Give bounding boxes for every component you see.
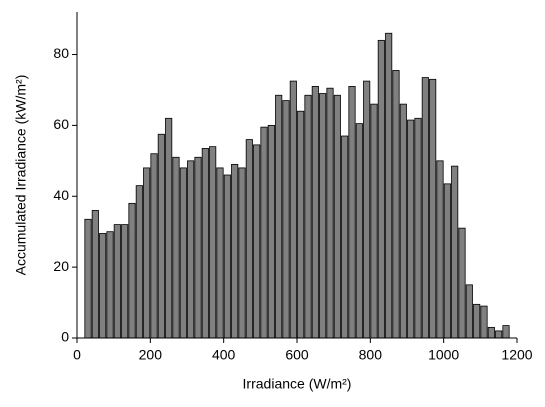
bar (216, 167, 224, 339)
bar (267, 124, 275, 339)
bar (150, 153, 158, 339)
bar (458, 227, 466, 339)
bar (487, 326, 495, 339)
bar (407, 119, 415, 339)
bar (429, 78, 437, 339)
y-axis-label: Accumulated Irradiance (kW/m²) (13, 75, 29, 276)
bar (392, 70, 400, 339)
bar (421, 77, 429, 339)
x-tick-label: 1200 (501, 347, 532, 363)
bar (326, 87, 334, 339)
bar (385, 32, 393, 339)
x-tick-label: 1000 (428, 347, 459, 363)
bar (194, 156, 202, 339)
bar (201, 148, 209, 339)
bar (465, 284, 473, 339)
x-tick-label: 200 (139, 347, 163, 363)
bar (231, 163, 239, 339)
bar (179, 167, 187, 339)
x-tick-label: 400 (212, 347, 236, 363)
bar (355, 123, 363, 339)
bar (91, 210, 99, 339)
bar (282, 100, 290, 339)
bar (165, 117, 173, 339)
bar (99, 233, 107, 339)
y-tick-label: 20 (53, 258, 69, 274)
bar (143, 167, 151, 339)
bar (414, 117, 422, 339)
bar (377, 39, 385, 339)
y-tick-label: 80 (53, 45, 69, 61)
bar (275, 94, 283, 339)
x-tick-label: 600 (285, 347, 309, 363)
bar (348, 86, 356, 339)
bar (399, 103, 407, 339)
bar (289, 80, 297, 339)
bar (245, 139, 253, 339)
y-tick-label: 40 (53, 187, 69, 203)
bar (135, 185, 143, 339)
bar (363, 80, 371, 339)
bar (113, 224, 121, 339)
bar (451, 165, 459, 339)
bar (297, 110, 305, 339)
bar (187, 160, 195, 339)
bar (106, 231, 114, 339)
bar (304, 94, 312, 339)
bar (128, 202, 136, 339)
bar (495, 330, 503, 339)
bar (480, 305, 488, 339)
bar (209, 146, 217, 339)
bar (84, 218, 92, 339)
bar (319, 93, 327, 339)
bar (333, 94, 341, 339)
bar (157, 133, 165, 339)
x-axis-label: Irradiance (W/m²) (243, 376, 352, 392)
bar (223, 174, 231, 339)
bar (260, 126, 268, 339)
bar (436, 160, 444, 339)
bar (370, 103, 378, 339)
y-tick-label: 60 (53, 116, 69, 132)
bar (253, 144, 261, 339)
bar (238, 167, 246, 339)
bar (121, 224, 129, 339)
bar (502, 325, 510, 339)
x-tick-label: 0 (73, 347, 81, 363)
y-tick-label: 0 (61, 329, 69, 345)
bar (311, 86, 319, 339)
bar (443, 183, 451, 339)
bar (172, 156, 180, 339)
x-tick-label: 800 (359, 347, 383, 363)
bar (473, 303, 481, 339)
bar (341, 135, 349, 339)
